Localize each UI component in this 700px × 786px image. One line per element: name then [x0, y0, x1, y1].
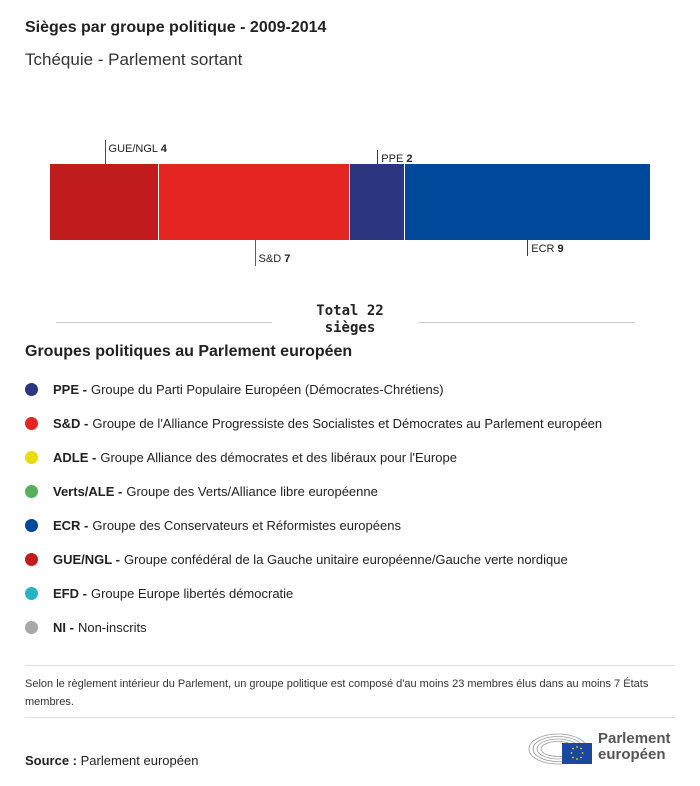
data-label-value: 9: [557, 243, 564, 255]
legend-swatch-icon: [25, 382, 38, 396]
legend-item: EFD - Groupe Europe libertés démocratie: [25, 576, 602, 610]
parliament-logo: Parlement européen: [528, 729, 671, 765]
legend-name: Non-inscrits: [77, 619, 147, 635]
data-label: GUE/NGL 4: [109, 143, 167, 155]
legend-name: Groupe du Parti Populaire Européen (Démo…: [90, 381, 444, 397]
data-label: PPE 2: [381, 153, 412, 165]
source-label: Source :: [25, 753, 78, 768]
bar-segment-sd: [159, 164, 349, 240]
legend-abbr: GUE/NGL -: [53, 551, 120, 567]
chart-title: Sièges par groupe politique - 2009-2014: [25, 19, 327, 36]
bar-segment-ecr: [404, 164, 650, 240]
total-label: Total 22 sièges: [316, 303, 384, 336]
data-label-category: GUE/NGL: [108, 143, 161, 155]
label-leader-line: [104, 140, 106, 164]
label-leader-line: [377, 150, 379, 164]
legend-swatch-icon: [25, 518, 38, 532]
label-leader-line: [254, 240, 256, 266]
logo-line-1: Parlement: [598, 730, 671, 747]
legend-swatch-icon: [25, 552, 38, 566]
legend-abbr: EFD -: [53, 585, 87, 601]
legend-abbr: ECR -: [53, 517, 89, 533]
legend: PPE - Groupe du Parti Populaire Européen …: [25, 372, 602, 644]
legend-item: ECR - Groupe des Conservateurs et Réformi…: [25, 508, 602, 542]
legend-name: Groupe Alliance des démocrates et des li…: [100, 449, 457, 465]
legend-item: PPE - Groupe du Parti Populaire Européen …: [25, 372, 602, 406]
legend-name: Groupe de l'Alliance Progressiste des So…: [92, 415, 603, 431]
data-label-value: 2: [406, 153, 413, 165]
total-divider-left: [56, 322, 272, 323]
legend-swatch-icon: [25, 586, 38, 600]
logo-line-2: européen: [598, 746, 666, 763]
legend-item: ADLE - Groupe Alliance des démocrates et …: [25, 440, 602, 474]
legend-name: Groupe confédéral de la Gauche unitaire …: [123, 551, 568, 567]
data-label-category: PPE: [381, 153, 407, 165]
data-label-value: 7: [284, 253, 291, 265]
legend-abbr: NI -: [53, 619, 74, 635]
legend-title: Groupes politiques au Parlement européen: [25, 343, 353, 360]
divider: [25, 665, 675, 666]
legend-item: NI - Non-inscrits: [25, 610, 602, 644]
legend-name: Groupe des Conservateurs et Réformistes …: [92, 517, 401, 533]
legend-item: S&D - Groupe de l'Alliance Progressiste d…: [25, 406, 602, 440]
chart-subtitle: Tchéquie - Parlement sortant: [25, 50, 243, 69]
data-label: ECR 9: [531, 243, 563, 255]
legend-swatch-icon: [25, 484, 38, 498]
legend-abbr: S&D -: [53, 415, 89, 431]
legend-swatch-icon: [25, 416, 38, 430]
source: Source : Parlement européen: [25, 753, 198, 768]
legend-abbr: ADLE -: [53, 449, 97, 465]
legend-name: Groupe des Verts/Alliance libre européen…: [126, 483, 378, 499]
legend-name: Groupe Europe libertés démocratie: [90, 585, 294, 601]
data-label-category: S&D: [258, 253, 285, 265]
legend-item: Verts/ALE - Groupe des Verts/Alliance lib…: [25, 474, 602, 508]
legend-abbr: Verts/ALE -: [53, 483, 123, 499]
divider: [25, 717, 675, 718]
label-leader-line: [527, 240, 529, 256]
legend-abbr: PPE -: [53, 381, 87, 397]
hemicycle-flag-icon: [528, 733, 592, 765]
source-value: Parlement européen: [80, 753, 199, 768]
data-label: S&D 7: [259, 253, 291, 265]
legend-swatch-icon: [25, 620, 38, 634]
bar-segment-guengl: [50, 164, 159, 240]
legend-item: GUE/NGL - Groupe confédéral de la Gauche …: [25, 542, 602, 576]
stacked-bar-chart: GUE/NGL 4 S&D 7 PPE 2 ECR 9: [0, 130, 700, 280]
legend-swatch-icon: [25, 450, 38, 464]
footnote: Selon le règlement intérieur du Parlemen…: [25, 678, 649, 708]
logo-text: Parlement européen: [598, 731, 671, 763]
data-label-value: 4: [160, 143, 167, 155]
total-divider-right: [418, 322, 634, 323]
data-label-category: ECR: [531, 243, 558, 255]
bar-segment-ppe: [350, 164, 404, 240]
